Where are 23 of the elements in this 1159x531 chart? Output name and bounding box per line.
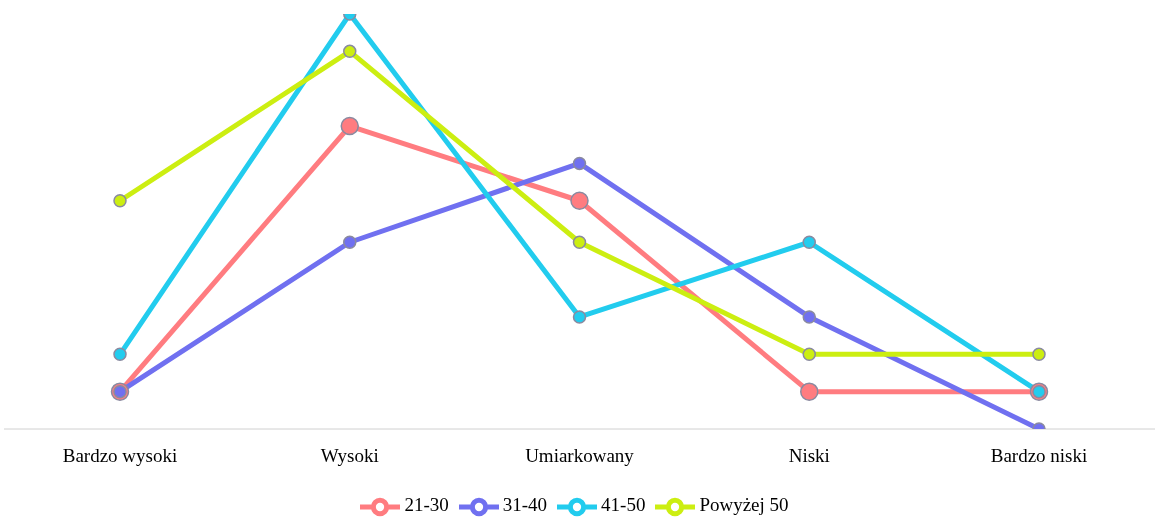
- point: [343, 235, 357, 249]
- x-tick-label: Bardzo wysoki: [62, 445, 178, 467]
- legend-label: 31-40: [502, 494, 548, 516]
- point: [572, 235, 587, 249]
- point: [802, 310, 816, 324]
- legend-label: 21-30: [404, 494, 449, 516]
- point: [1032, 347, 1046, 362]
- legend-label: 41-50: [601, 494, 646, 516]
- x-tick-label: Niski: [788, 445, 830, 467]
- point: [340, 116, 359, 136]
- legend-label: Powyżej 50: [699, 494, 789, 516]
- x-tick-label: Bardzo niski: [990, 445, 1088, 467]
- point: [113, 194, 127, 208]
- point: [343, 44, 357, 59]
- point: [800, 382, 819, 401]
- x-tick-label: Wysoki: [320, 445, 379, 467]
- point: [802, 347, 816, 362]
- point: [802, 235, 816, 249]
- point: [572, 310, 587, 324]
- point: [570, 191, 589, 210]
- x-tick-label: Umiarkowany: [525, 445, 635, 467]
- point: [572, 156, 587, 171]
- point: [113, 347, 127, 362]
